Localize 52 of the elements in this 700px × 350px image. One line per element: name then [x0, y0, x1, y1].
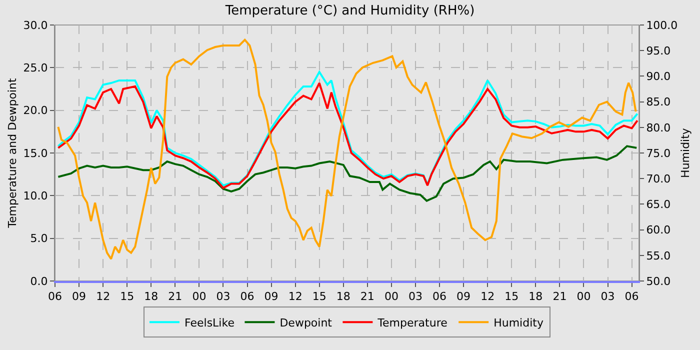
x-tick-label: 09 [264, 290, 278, 304]
y2-tick-label: 80.0 [646, 121, 671, 134]
x-tick-label: 21 [168, 290, 182, 304]
x-tick-label: 00 [576, 290, 591, 304]
x-tick-label: 21 [552, 290, 567, 304]
y2-tick-label: 70.0 [646, 172, 671, 186]
legend-label: Dewpoint [280, 316, 333, 330]
x-tick-label: 00 [192, 290, 206, 304]
x-tick-label: 06 [432, 290, 447, 304]
y2-tick-label: 100.0 [646, 18, 678, 32]
x-tick-label: 15 [312, 290, 326, 304]
y2-tick-label: 75.0 [646, 146, 671, 160]
x-tick-label: 06 [624, 290, 639, 304]
y-tick-label: 5.0 [30, 232, 48, 246]
line-series [57, 38, 637, 260]
x-tick-label: 18 [336, 290, 350, 304]
chart-title: Temperature (°C) and Humidity (RH%) [224, 3, 475, 18]
x-tick-label: 03 [216, 290, 230, 304]
x-tick-label: 15 [504, 290, 519, 304]
x-tick-label: 21 [360, 290, 374, 304]
y2-axis-title: Humidity [678, 128, 692, 178]
x-tick-label: 03 [600, 290, 615, 304]
legend-label: FeelsLike [184, 316, 235, 330]
y2-tick-label: 85.0 [646, 96, 671, 109]
x-tick-label: 15 [120, 290, 134, 304]
x-tick-label: 12 [480, 290, 495, 304]
y2-tick-label: 95.0 [646, 44, 671, 58]
x-tick-label: 12 [288, 290, 302, 304]
x-tick-label: 18 [144, 290, 158, 304]
x-tick-label: 09 [72, 290, 86, 304]
x-tick-label: 06 [240, 290, 254, 304]
x-tick-label: 18 [528, 290, 543, 304]
y2-tick-label: 65.0 [646, 198, 671, 212]
legend-label: Temperature [376, 316, 448, 330]
y-tick-label: 15.0 [23, 146, 48, 160]
line-series [57, 145, 638, 202]
x-tick-label: 06 [48, 290, 62, 304]
y2-tick-label: 55.0 [646, 249, 671, 262]
y-tick-label: 20.0 [23, 104, 48, 118]
legend-label: Humidity [494, 316, 544, 330]
x-tick-label: 12 [96, 290, 110, 304]
y-tick-label: 0.0 [30, 274, 48, 288]
y2-tick-label: 50.0 [646, 274, 671, 288]
y-axis-title: Temperature and Dewpoint [6, 77, 19, 229]
y-tick-label: 10.0 [23, 190, 48, 203]
y2-tick-label: 90.0 [646, 70, 671, 84]
y-tick-label: 30.0 [23, 18, 48, 32]
y2-tick-label: 60.0 [646, 224, 671, 237]
y-tick-label: 25.0 [23, 62, 48, 75]
x-tick-label: 00 [384, 290, 398, 304]
x-tick-label: 03 [408, 290, 422, 304]
x-tick-label: 09 [456, 290, 471, 304]
